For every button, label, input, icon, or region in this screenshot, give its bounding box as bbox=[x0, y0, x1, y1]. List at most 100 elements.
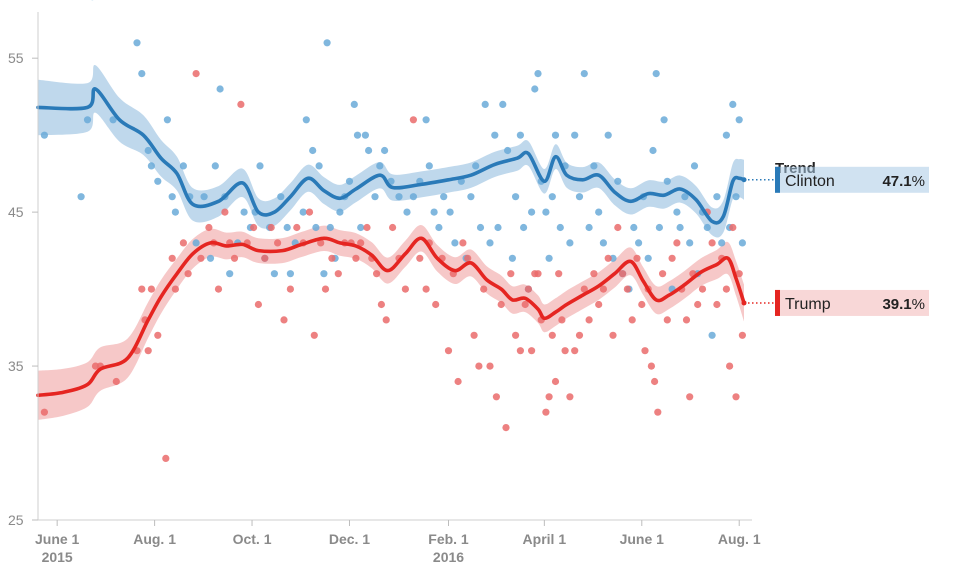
trump-poll-dot bbox=[516, 347, 525, 355]
clinton-poll-dot bbox=[109, 116, 117, 124]
clinton-poll-dot bbox=[430, 208, 438, 216]
clinton-poll-dot bbox=[481, 100, 489, 108]
clinton-poll-dot bbox=[179, 162, 187, 170]
trump-poll-dot bbox=[280, 316, 288, 324]
trump-poll-dot bbox=[609, 331, 617, 339]
trump-poll-dot bbox=[475, 362, 483, 370]
trump-poll-dot bbox=[112, 377, 120, 386]
clinton-legend-bg bbox=[775, 166, 929, 193]
clinton-poll-dot bbox=[206, 254, 215, 262]
trump-poll-dot bbox=[389, 223, 397, 232]
trump-poll-dot bbox=[729, 223, 737, 232]
clinton-poll-dot bbox=[729, 100, 737, 108]
clinton-poll-dot bbox=[200, 193, 208, 201]
trump-poll-dot bbox=[628, 316, 636, 324]
trump-poll-dot bbox=[738, 331, 747, 339]
y-tick-label: 55 bbox=[8, 50, 24, 66]
clinton-poll-dot bbox=[590, 162, 598, 170]
trump-poll-dot bbox=[619, 270, 627, 278]
axes: 25 35 45 55 June 1 2015 Aug. 1 Oct. 1 Dec. 1 Feb.… bbox=[8, 12, 761, 565]
trump-poll-dot bbox=[144, 347, 152, 355]
trump-poll-dot bbox=[254, 300, 262, 309]
clinton-poll-dot bbox=[440, 193, 448, 201]
trump-poll-dot bbox=[286, 285, 294, 293]
trump-poll-dot bbox=[651, 377, 659, 386]
clinton-poll-dot bbox=[708, 331, 716, 339]
clinton-poll-dot bbox=[154, 177, 162, 185]
clinton-poll-dot bbox=[528, 208, 536, 216]
clinton-poll-dot bbox=[409, 193, 417, 201]
trump-poll-dot bbox=[179, 239, 187, 247]
trump-poll-dot bbox=[492, 393, 500, 401]
trump-legend-value-unit: % bbox=[912, 296, 925, 313]
trend-lines bbox=[36, 87, 746, 398]
clinton-poll-dot bbox=[652, 70, 660, 78]
trump-poll-dot bbox=[623, 285, 632, 293]
clinton-poll-dot bbox=[542, 208, 550, 216]
trump-poll-dot bbox=[585, 316, 593, 324]
clinton-poll-dot bbox=[556, 223, 564, 232]
trump-poll-dot bbox=[735, 270, 743, 278]
clinton-poll-dot bbox=[551, 131, 560, 139]
trump-poll-dot bbox=[614, 223, 622, 232]
trump-poll-dot bbox=[261, 254, 269, 262]
clinton-poll-dot bbox=[277, 193, 285, 201]
trump-poll-dot bbox=[542, 408, 550, 416]
clinton-poll-dot bbox=[309, 146, 317, 155]
clinton-trend-line bbox=[36, 87, 746, 225]
trump-poll-dot bbox=[502, 424, 510, 432]
clinton-poll-dot bbox=[446, 208, 454, 216]
trump-poll-dot bbox=[668, 254, 676, 262]
trump-poll-dot bbox=[604, 254, 612, 262]
trump-poll-dot bbox=[511, 331, 520, 339]
clinton-poll-dot bbox=[735, 116, 743, 124]
trump-confidence-band bbox=[38, 225, 744, 420]
clinton-poll-dot bbox=[571, 131, 579, 139]
x-tick-year-label: 2016 bbox=[433, 549, 464, 565]
clinton-poll-dot bbox=[403, 208, 411, 216]
clinton-poll-dot bbox=[365, 146, 373, 155]
clinton-poll-dot bbox=[144, 146, 152, 155]
clinton-poll-dot bbox=[738, 239, 747, 247]
trump-poll-dot bbox=[682, 316, 691, 324]
trump-poll-dot bbox=[545, 393, 553, 401]
clinton-poll-dot bbox=[299, 208, 307, 216]
trump-poll-dot bbox=[497, 300, 505, 309]
trump-poll-dot bbox=[580, 285, 588, 293]
clinton-poll-dot bbox=[163, 116, 171, 124]
clinton-poll-dot bbox=[395, 193, 403, 201]
trump-poll-dot bbox=[377, 300, 385, 309]
clinton-poll-dot bbox=[703, 223, 711, 232]
clinton-poll-dot bbox=[371, 193, 379, 201]
trump-poll-dot bbox=[480, 285, 488, 293]
x-tick-label: Feb. 1 bbox=[428, 531, 469, 547]
clinton-poll-dot bbox=[286, 270, 294, 278]
clinton-poll-dot bbox=[516, 131, 525, 139]
trump-poll-dot bbox=[686, 393, 694, 401]
clinton-poll-dot bbox=[345, 177, 354, 185]
trump-legend-value-number: 39.1 bbox=[882, 296, 911, 313]
trump-poll-dot bbox=[507, 270, 515, 278]
confidence-bands bbox=[38, 64, 744, 420]
clinton-poll-dot bbox=[649, 146, 657, 155]
clinton-poll-dot bbox=[630, 223, 638, 232]
trump-legend-swatch bbox=[775, 289, 780, 316]
trump-poll-dot bbox=[654, 408, 662, 416]
clinton-poll-dot bbox=[211, 162, 219, 170]
trump-poll-dot bbox=[40, 408, 49, 416]
trump-poll-dot bbox=[184, 270, 192, 278]
trump-poll-dot bbox=[321, 285, 330, 293]
clinton-poll-dot bbox=[713, 193, 721, 201]
legend-item-trump: Trump 39.1% bbox=[741, 289, 929, 316]
trump-poll-dot bbox=[138, 285, 146, 293]
clinton-poll-dot bbox=[315, 162, 323, 170]
clinton-poll-dot bbox=[599, 239, 608, 247]
clinton-poll-dot bbox=[531, 85, 539, 93]
trump-poll-dot bbox=[528, 347, 536, 355]
trump-poll-dot bbox=[726, 362, 734, 370]
trump-poll-dot bbox=[230, 254, 239, 262]
trump-legend-value: 39.1% bbox=[882, 296, 925, 313]
trump-poll-dot bbox=[713, 300, 721, 309]
